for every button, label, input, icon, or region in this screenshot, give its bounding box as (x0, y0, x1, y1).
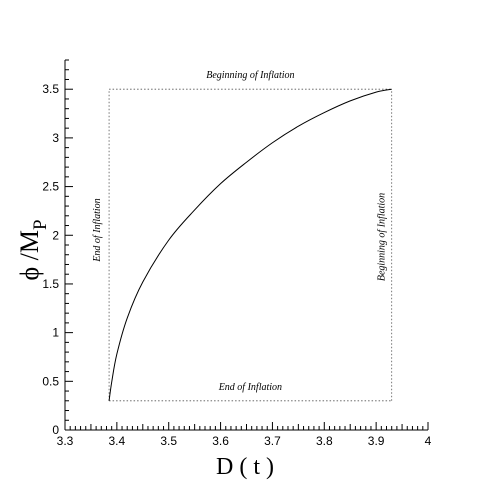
y-tick-label: 3 (52, 131, 59, 145)
y-tick-label: 0.5 (42, 374, 59, 388)
x-axis-title: D ( t ) (216, 454, 274, 480)
axis-ticks: 3.3 3.4 3.5 3.6 3.7 3.8 3.9 4 0 0.5 1 1.5 2 2.5 3 3.5 (42, 59, 432, 448)
x-tick-label: 3.6 (212, 434, 229, 448)
y-tick-label: 2.5 (42, 180, 59, 194)
x-tick-label: 3.9 (368, 434, 385, 448)
y-axis-title: ϕ /MP (15, 219, 51, 280)
x-tick-label: 3.8 (316, 434, 333, 448)
x-tick-label: 3.4 (109, 434, 126, 448)
series-line (108, 88, 392, 401)
y-tick-label: 0 (52, 423, 59, 437)
reference-line-label: Beginning of Inflation (377, 193, 388, 281)
x-tick-label: 3.3 (57, 434, 74, 448)
y-axis-title-subscript: P (30, 219, 51, 230)
svg-text:ϕ /MP: ϕ /MP (15, 219, 51, 280)
x-tick-label: 4 (425, 434, 432, 448)
y-tick-label: 1 (52, 326, 59, 340)
y-axis-title-main: ϕ /M (15, 230, 44, 281)
axis-titles: D ( t ) ϕ /MP (15, 219, 274, 480)
y-tick-label: 2 (52, 228, 59, 242)
reference-line-label: End of Inflation (218, 382, 282, 393)
x-tick-label: 3.5 (160, 434, 177, 448)
reference-lines: Beginning of Inflation End of Inflation En… (92, 70, 393, 402)
y-tick-label: 3.5 (42, 82, 59, 96)
y-tick-label: 1.5 (42, 277, 59, 291)
axes (64, 60, 428, 431)
x-tick-label: 3.7 (264, 434, 281, 448)
reference-line-label: End of Inflation (92, 198, 103, 262)
series-layer (108, 88, 392, 401)
reference-line-label: Beginning of Inflation (206, 70, 294, 81)
